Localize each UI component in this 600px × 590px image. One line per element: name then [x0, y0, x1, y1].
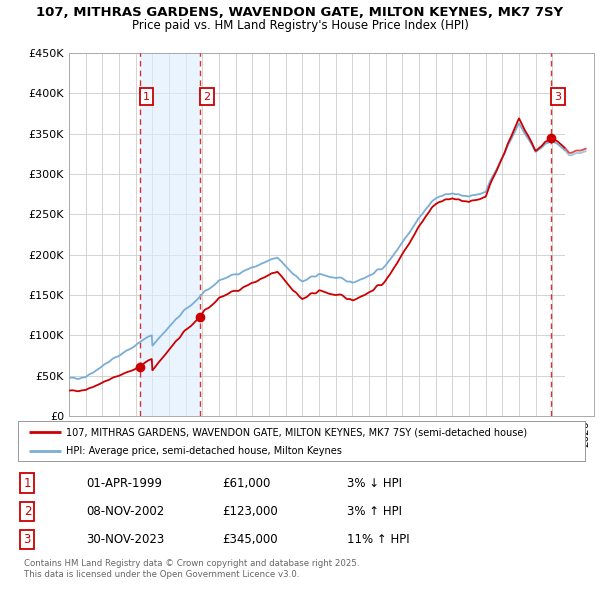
Text: Contains HM Land Registry data © Crown copyright and database right 2025.
This d: Contains HM Land Registry data © Crown c… — [24, 559, 359, 579]
Text: 107, MITHRAS GARDENS, WAVENDON GATE, MILTON KEYNES, MK7 7SY (semi-detached house: 107, MITHRAS GARDENS, WAVENDON GATE, MIL… — [66, 427, 527, 437]
Text: £345,000: £345,000 — [222, 533, 278, 546]
Text: 3% ↓ HPI: 3% ↓ HPI — [347, 477, 402, 490]
Text: 3: 3 — [554, 91, 562, 101]
Text: 1: 1 — [143, 91, 150, 101]
Text: 107, MITHRAS GARDENS, WAVENDON GATE, MILTON KEYNES, MK7 7SY: 107, MITHRAS GARDENS, WAVENDON GATE, MIL… — [37, 6, 563, 19]
Text: £61,000: £61,000 — [222, 477, 271, 490]
Text: 3% ↑ HPI: 3% ↑ HPI — [347, 505, 402, 518]
Text: 2: 2 — [23, 505, 31, 518]
Text: Price paid vs. HM Land Registry's House Price Index (HPI): Price paid vs. HM Land Registry's House … — [131, 19, 469, 32]
Text: 2: 2 — [203, 91, 211, 101]
Text: 01-APR-1999: 01-APR-1999 — [86, 477, 162, 490]
Text: 3: 3 — [23, 533, 31, 546]
Text: 1: 1 — [23, 477, 31, 490]
Bar — [565, 53, 594, 416]
Bar — [565, 53, 594, 416]
Text: 30-NOV-2023: 30-NOV-2023 — [86, 533, 164, 546]
Text: HPI: Average price, semi-detached house, Milton Keynes: HPI: Average price, semi-detached house,… — [66, 445, 342, 455]
Text: 11% ↑ HPI: 11% ↑ HPI — [347, 533, 409, 546]
Bar — [140, 53, 200, 416]
Text: £123,000: £123,000 — [222, 505, 278, 518]
Text: 08-NOV-2002: 08-NOV-2002 — [86, 505, 164, 518]
